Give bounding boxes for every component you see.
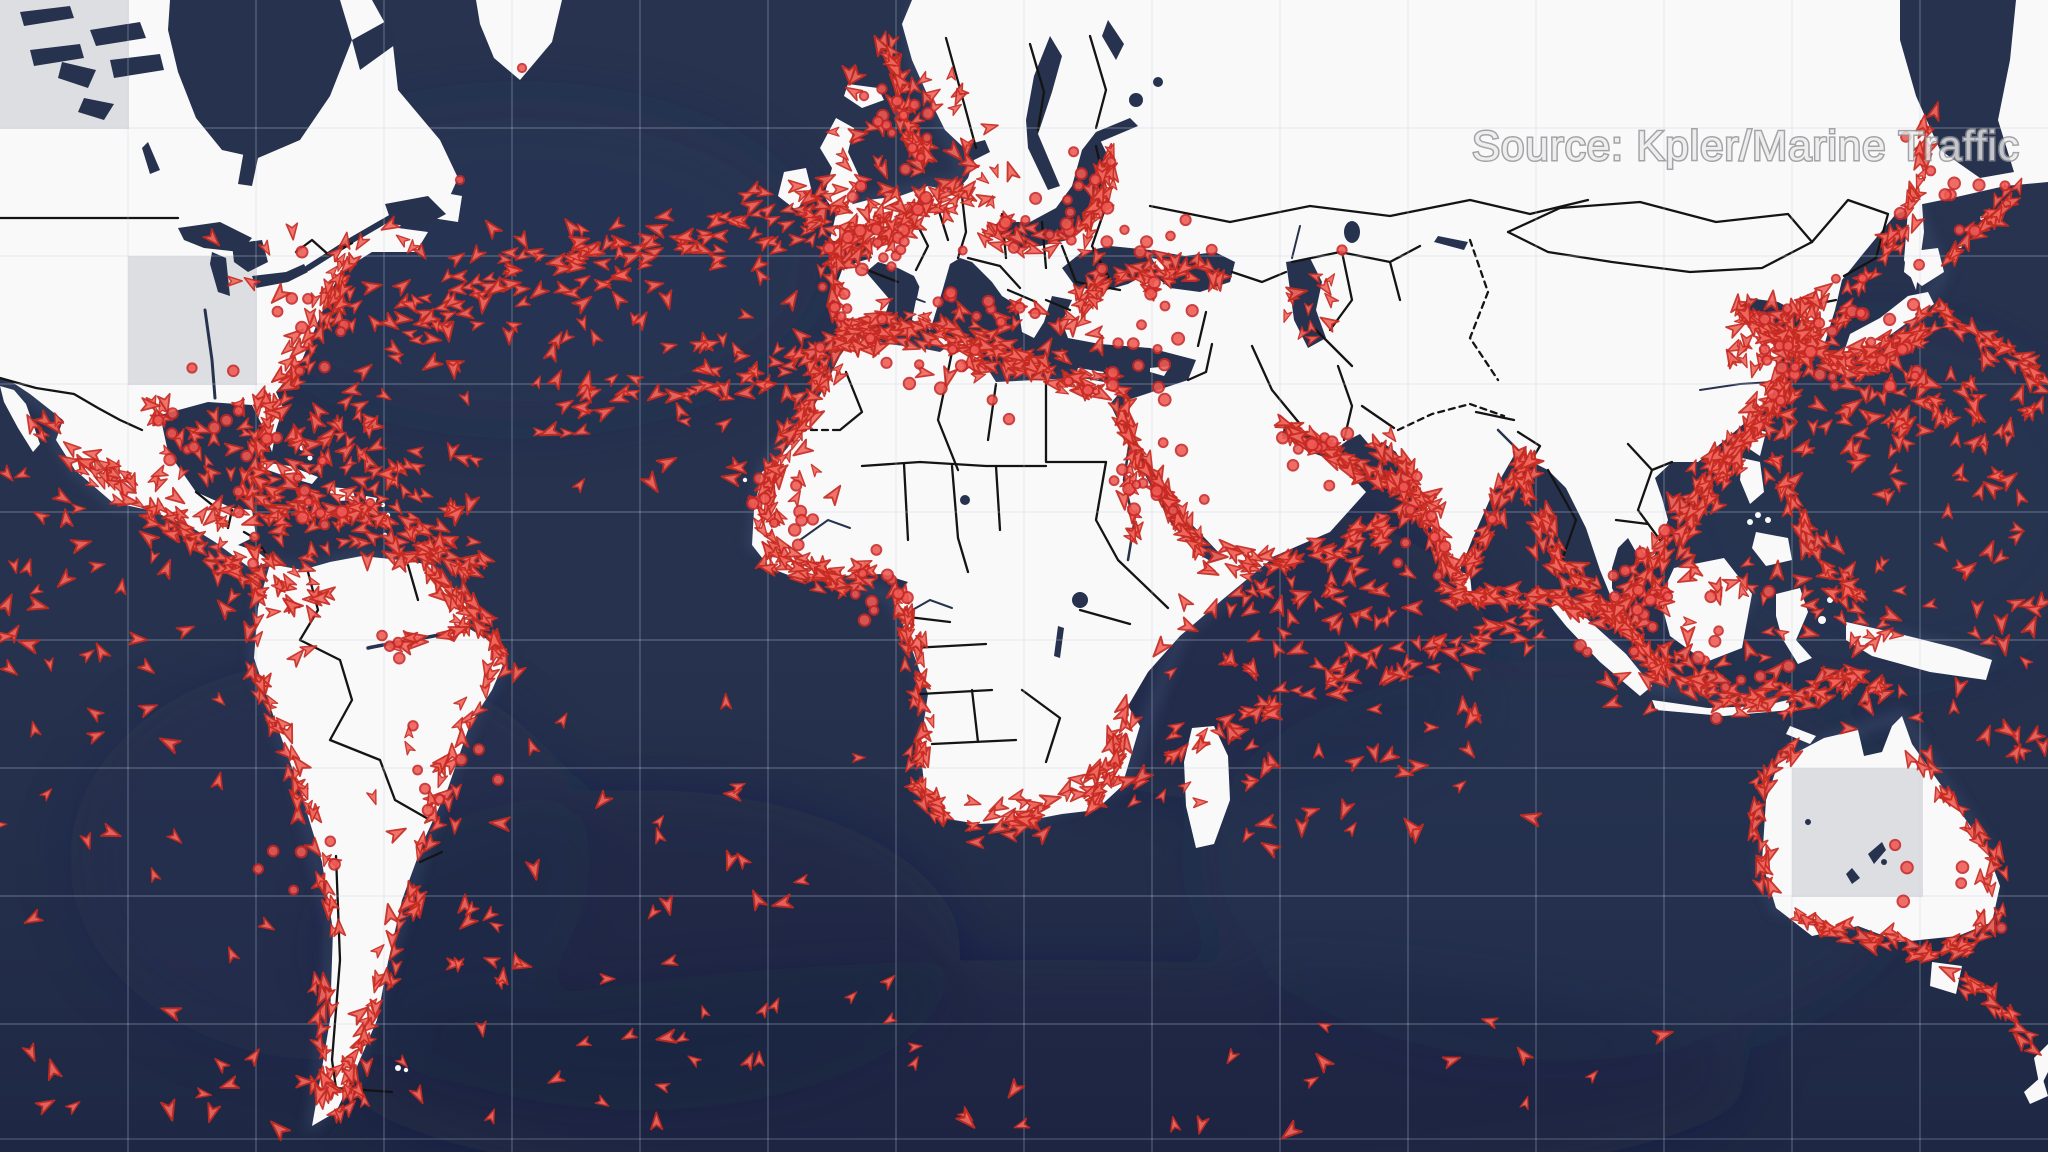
eurasia [834, 0, 2048, 614]
source-attribution: Source: Kpler/Marine Traffic [1472, 122, 2020, 169]
australia-lakes [1805, 819, 1887, 884]
sumatra [1550, 598, 1652, 696]
gulf-of-finland [1096, 118, 1138, 142]
africa [752, 336, 1284, 824]
lake-erie-ontario [252, 264, 308, 288]
aral-sea [1344, 221, 1360, 243]
ship-markers [0, 30, 2048, 1142]
new-guinea [1846, 622, 1992, 680]
mississippi [203, 308, 217, 400]
border-china-west [1468, 238, 1500, 382]
border-us-mexico [0, 376, 144, 432]
mindanao [1752, 532, 1792, 566]
new-zealand-south [2024, 1076, 2048, 1104]
sea-of-okhotsk [1900, 0, 2016, 178]
corsica [917, 284, 930, 302]
lake-michigan [210, 252, 230, 296]
lake-winnipeg [142, 142, 160, 174]
volga [1291, 225, 1301, 259]
lake-tanganyika [1054, 626, 1064, 658]
sulawesi [1776, 588, 1812, 664]
lake-onega [1153, 77, 1163, 87]
white-sea [1102, 20, 1124, 60]
lake-chad [960, 495, 970, 505]
lake-huron [232, 240, 268, 272]
gulf-of-bothnia [1026, 36, 1062, 190]
inland-water [20, 0, 2016, 884]
madagascar [1184, 726, 1230, 848]
falklands [395, 1065, 409, 1073]
lake-victoria [1072, 592, 1088, 608]
gulf-st-lawrence [385, 196, 446, 228]
lake-ladoga [1129, 93, 1143, 107]
foxe-channel [352, 20, 396, 70]
border-india-china [1396, 402, 1506, 432]
hainan [1666, 444, 1682, 460]
james-bay [238, 150, 258, 186]
niger-river [799, 518, 851, 541]
south-america [254, 556, 506, 1126]
border-china-russia [1810, 198, 1890, 278]
timor [1786, 726, 1816, 744]
great-slave-lake [78, 98, 114, 120]
border-russia-kazakhstan [1148, 198, 1590, 224]
greenland [476, 0, 562, 80]
lake-balkhash [1434, 236, 1468, 250]
visayas [1747, 512, 1771, 525]
hudson-bay [168, 0, 352, 158]
great-bear-lake [58, 62, 96, 88]
baja-california [0, 386, 40, 452]
